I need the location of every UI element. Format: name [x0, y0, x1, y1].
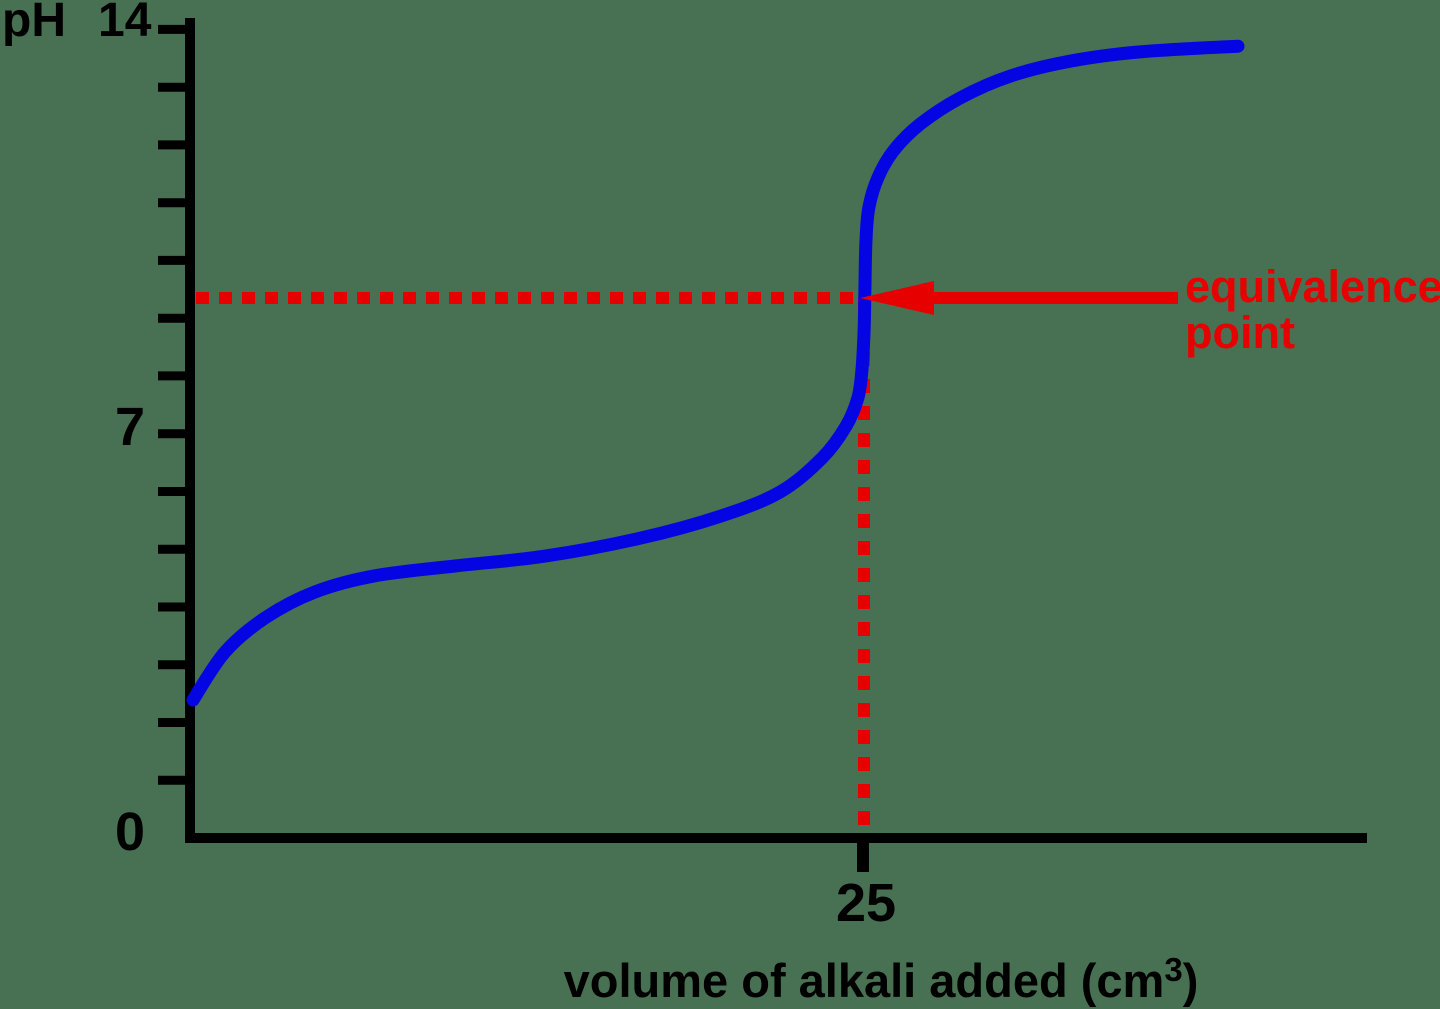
equivalence-label-line2: point — [1185, 307, 1295, 358]
y-tick-label-7: 7 — [115, 397, 145, 457]
axes — [185, 18, 1367, 843]
equivalence-arrow-head — [860, 281, 934, 315]
equivalence-label-line1: equivalence — [1185, 261, 1440, 312]
equivalence-arrow — [860, 281, 1178, 315]
y-tick-label-14: 14 — [98, 0, 152, 47]
x-axis-title-main: volume of alkali added (cm — [564, 954, 1165, 1007]
titration-curve — [186, 39, 1245, 707]
y-tick-label-0: 0 — [115, 802, 145, 862]
axis-ticks — [158, 24, 869, 872]
x-axis-title-superscript: 3 — [1164, 951, 1182, 988]
x-axis-title-end: ) — [1183, 954, 1199, 1007]
x-axis-title: volume of alkali added (cm3) — [564, 951, 1199, 1007]
titration-curve-path — [186, 39, 1245, 707]
y-axis-title: pH — [2, 0, 66, 47]
equivalence-guide-lines — [196, 292, 870, 833]
x-tick-label-25: 25 — [836, 873, 896, 933]
